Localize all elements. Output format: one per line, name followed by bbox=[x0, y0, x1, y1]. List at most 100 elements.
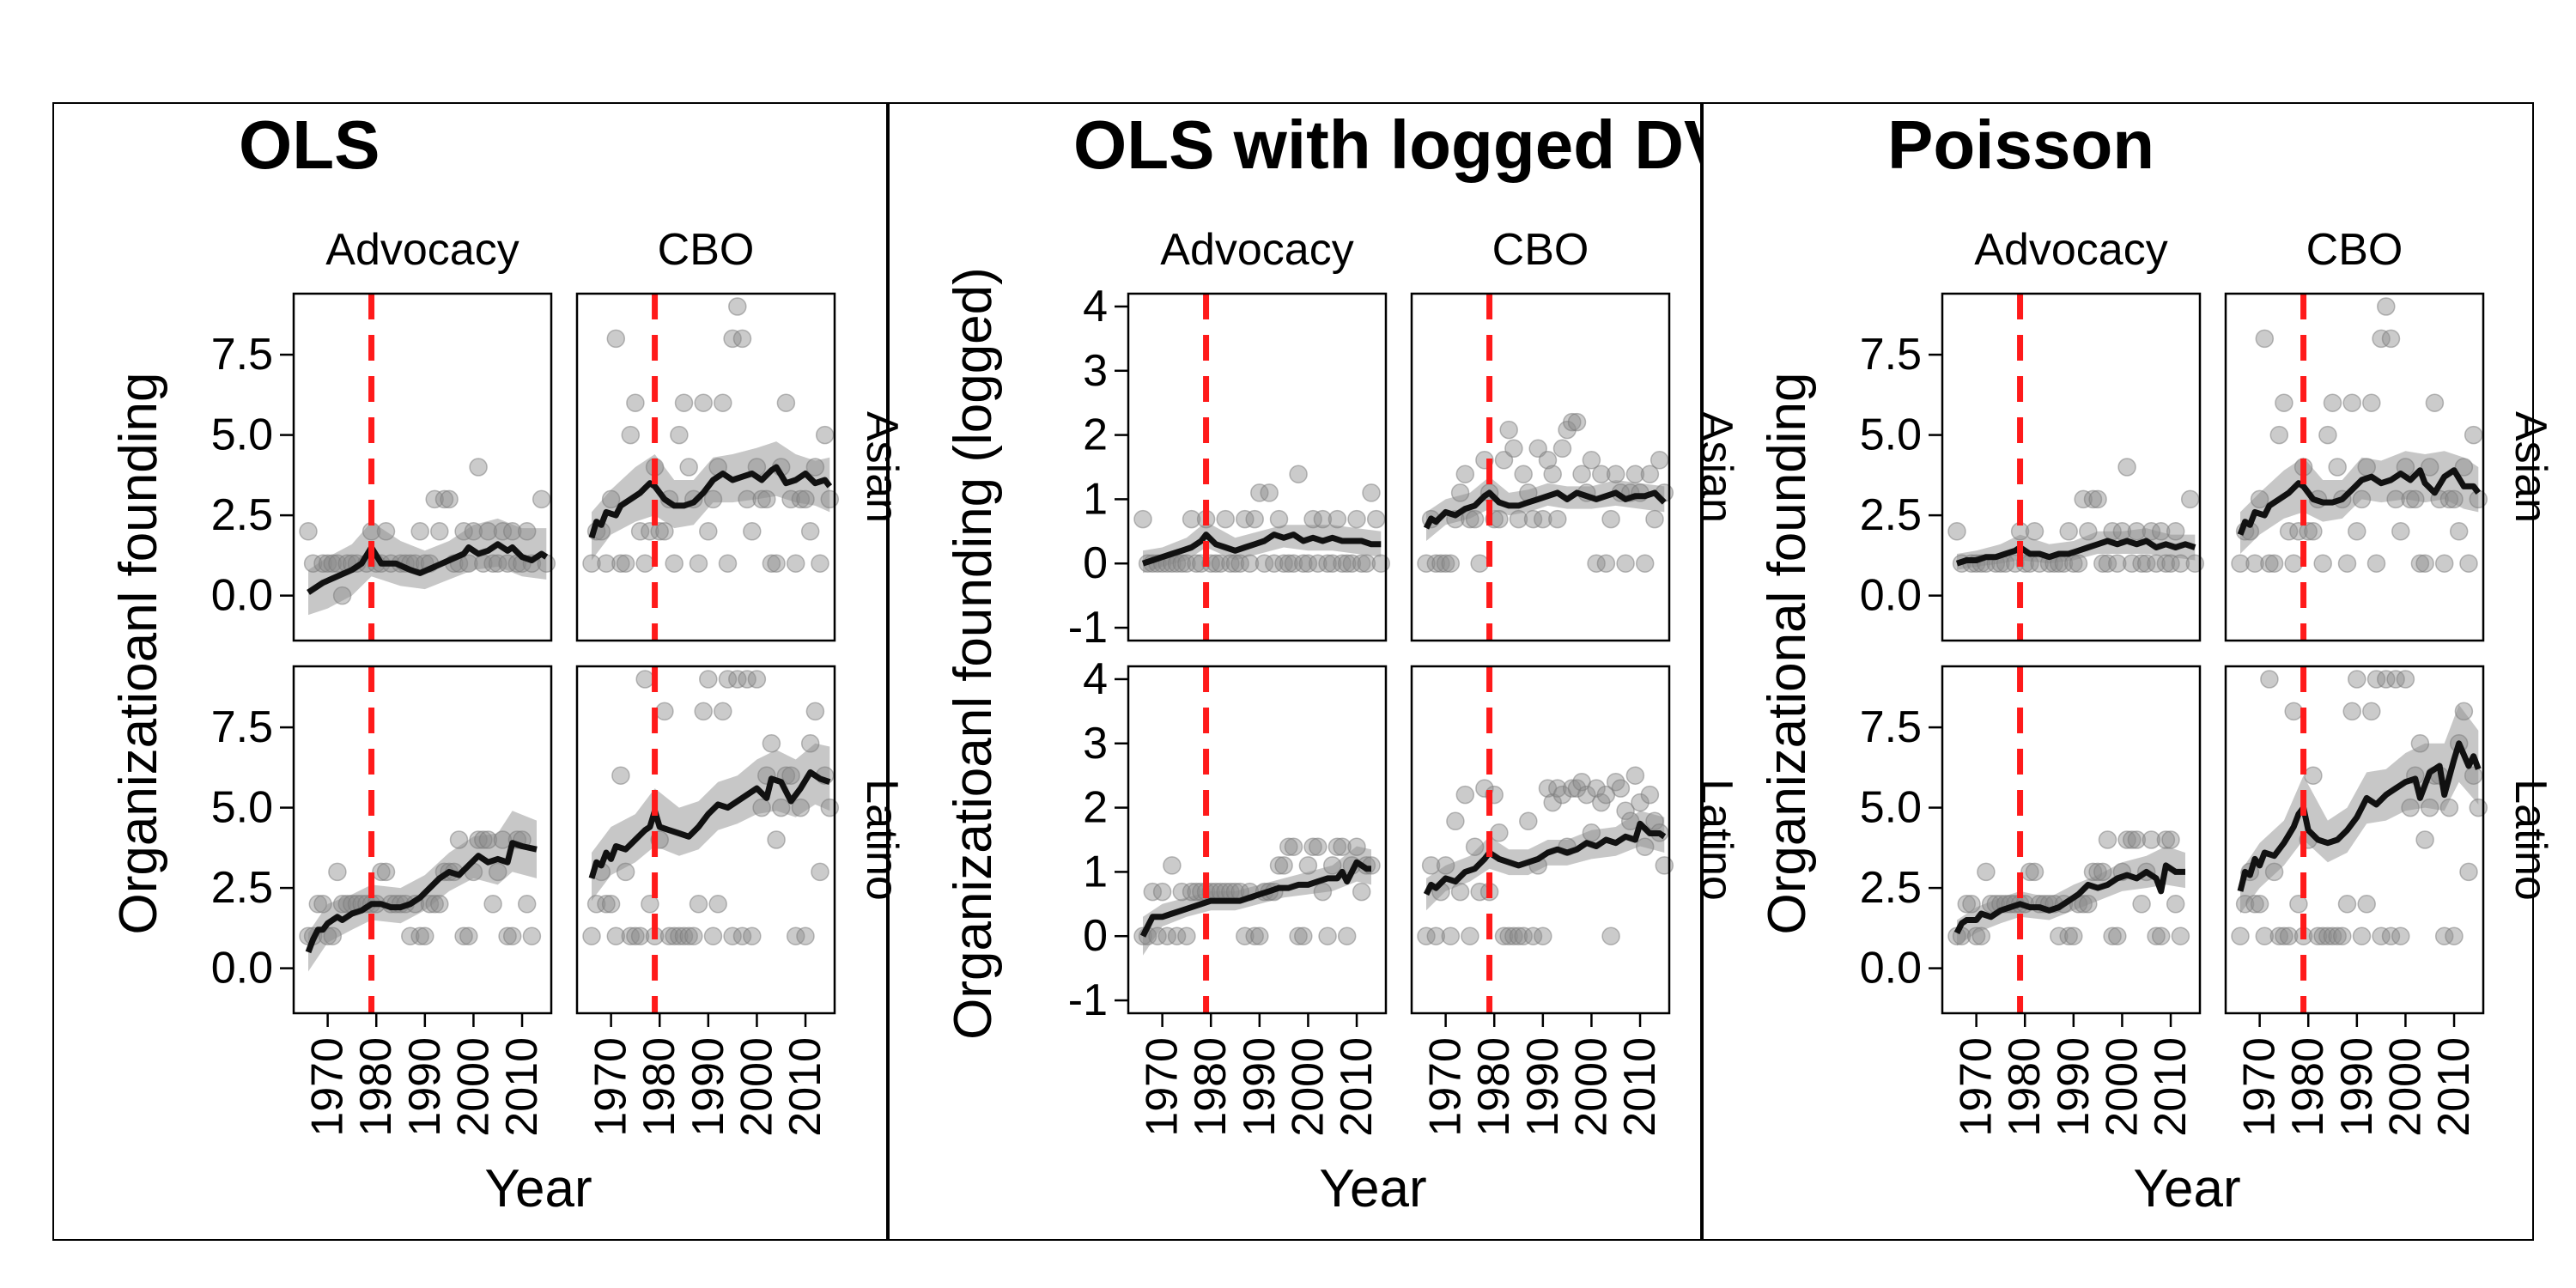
data-point bbox=[2445, 489, 2464, 509]
data-point bbox=[2342, 393, 2361, 412]
data-point bbox=[2406, 489, 2425, 509]
data-point bbox=[2108, 554, 2127, 573]
data-point bbox=[747, 670, 767, 689]
data-point bbox=[2279, 522, 2299, 541]
data-point bbox=[670, 927, 689, 945]
y-tick-label: 5.0 bbox=[211, 783, 273, 833]
data-point bbox=[416, 927, 434, 945]
data-point bbox=[2337, 554, 2357, 573]
data-point bbox=[440, 489, 459, 509]
x-tick-label: 1970 bbox=[1421, 1037, 1471, 1137]
data-point bbox=[478, 522, 498, 541]
data-point bbox=[425, 489, 444, 509]
data-point bbox=[2323, 927, 2342, 945]
data-point bbox=[601, 489, 621, 509]
data-point bbox=[2269, 927, 2289, 945]
data-point bbox=[1514, 927, 1533, 945]
data-point bbox=[1543, 465, 1562, 483]
x-tick-label: 2010 bbox=[1332, 1037, 1382, 1137]
data-point bbox=[2352, 489, 2372, 509]
data-point bbox=[498, 554, 517, 573]
data-point bbox=[732, 329, 752, 349]
data-point bbox=[1450, 483, 1470, 502]
data-point bbox=[606, 927, 626, 945]
x-tick-label: 2000 bbox=[2380, 1037, 2430, 1137]
facet-row-label: Latino bbox=[857, 779, 907, 901]
data-point bbox=[1236, 927, 1255, 945]
data-point bbox=[1534, 509, 1552, 529]
data-point bbox=[752, 798, 771, 817]
data-point bbox=[1601, 509, 1620, 529]
panel-border bbox=[1127, 292, 1388, 642]
panel-border bbox=[292, 665, 553, 1015]
trend-line bbox=[1953, 862, 2185, 935]
data-point bbox=[616, 862, 635, 882]
y-tick-label: 1 bbox=[1083, 847, 1108, 896]
x-tick-label: 1980 bbox=[1469, 1037, 1519, 1137]
data-point bbox=[2362, 393, 2381, 412]
data-point bbox=[1236, 509, 1255, 529]
data-point bbox=[1616, 554, 1635, 573]
x-tick-label: 1990 bbox=[400, 1037, 450, 1137]
facet-column-label: CBO bbox=[2306, 225, 2403, 275]
x-tick-label: 1970 bbox=[1952, 1037, 2002, 1137]
data-point bbox=[1294, 927, 1313, 945]
x-tick-label: 1990 bbox=[1518, 1037, 1568, 1137]
data-point bbox=[679, 927, 698, 945]
data-point bbox=[1337, 554, 1357, 573]
data-point bbox=[372, 862, 391, 882]
data-point bbox=[1645, 811, 1664, 831]
y-axis-label: Organizatioanl founding (logged) bbox=[944, 267, 1003, 1040]
trend-line bbox=[1423, 820, 1667, 896]
data-point bbox=[464, 522, 483, 541]
y-tick-label: 0.0 bbox=[211, 944, 273, 993]
trend-line bbox=[2237, 467, 2482, 536]
chart-section-3: Poisson Organizational founding Year Advoca… bbox=[1758, 106, 2555, 1218]
x-tick-label: 2000 bbox=[1283, 1037, 1333, 1137]
x-tick-label: 1990 bbox=[2049, 1037, 2099, 1137]
data-point bbox=[626, 393, 645, 412]
data-point bbox=[1436, 856, 1455, 875]
data-point bbox=[1572, 465, 1591, 483]
data-point bbox=[650, 522, 669, 541]
data-point bbox=[2093, 862, 2112, 882]
data-point bbox=[767, 830, 786, 849]
data-point bbox=[2083, 489, 2103, 509]
data-point bbox=[635, 554, 654, 573]
data-point bbox=[1640, 465, 1660, 483]
data-point bbox=[728, 297, 747, 316]
panel-border bbox=[1410, 292, 1671, 642]
data-point bbox=[738, 670, 756, 689]
data-point bbox=[2079, 895, 2098, 914]
data-point bbox=[1499, 927, 1518, 945]
x-tick-label: 2000 bbox=[448, 1037, 498, 1137]
data-point bbox=[743, 927, 762, 945]
data-point bbox=[2410, 554, 2430, 573]
data-point bbox=[659, 927, 679, 945]
data-point bbox=[1221, 554, 1240, 573]
data-point bbox=[621, 425, 641, 445]
data-point bbox=[1337, 927, 1357, 945]
data-point bbox=[1250, 927, 1269, 945]
data-point bbox=[2313, 554, 2332, 573]
data-point bbox=[1172, 882, 1192, 902]
data-point bbox=[2127, 830, 2147, 849]
data-point bbox=[474, 830, 493, 849]
x-tick-label: 1980 bbox=[635, 1037, 684, 1137]
data-point bbox=[1313, 509, 1333, 529]
data-point bbox=[757, 489, 776, 509]
data-point bbox=[762, 734, 781, 753]
trend-line bbox=[1955, 538, 2196, 567]
data-point bbox=[2132, 895, 2151, 914]
data-point bbox=[2328, 927, 2347, 945]
outer-frame bbox=[52, 102, 2534, 1241]
x-tick-label: 2010 bbox=[1615, 1037, 1665, 1137]
data-point bbox=[2289, 895, 2308, 914]
data-point bbox=[616, 554, 635, 573]
data-point bbox=[459, 927, 478, 945]
data-point bbox=[337, 895, 357, 914]
data-point bbox=[2185, 554, 2205, 573]
data-point bbox=[2245, 554, 2264, 573]
panel-cbo-asian bbox=[2224, 292, 2488, 642]
